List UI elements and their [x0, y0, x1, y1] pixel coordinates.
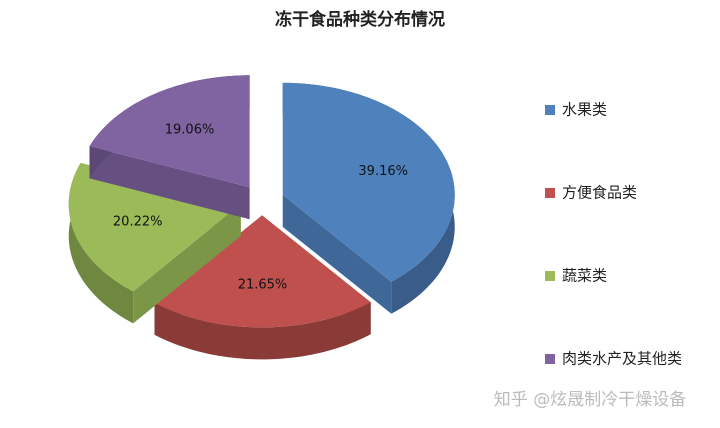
chart-title: 冻干食品种类分布情况: [275, 9, 445, 30]
data-label: 20.22%: [113, 214, 163, 229]
legend-label: 蔬菜类: [562, 267, 607, 285]
slice: [154, 215, 371, 360]
legend-swatch: [545, 105, 555, 115]
legend-label: 水果类: [562, 101, 607, 119]
slice: [282, 82, 455, 314]
slice-wall: [282, 194, 392, 314]
slice-top: [282, 82, 455, 282]
slice-rim: [154, 302, 371, 360]
data-label: 39.16%: [358, 164, 408, 179]
legend-swatch: [545, 271, 555, 281]
slice-wall: [89, 146, 250, 220]
data-label: 21.65%: [238, 277, 288, 292]
slice-rim: [68, 163, 134, 324]
slice: [89, 75, 250, 220]
watermark: 知乎 @炫晟制冷干燥设备: [494, 390, 686, 410]
slice-top: [89, 75, 250, 188]
data-label: 19.06%: [165, 122, 215, 137]
slice-top: [154, 215, 371, 328]
legend-label: 肉类水产及其他类: [562, 350, 682, 368]
legend-swatch: [545, 188, 555, 198]
legend-label: 方便食品类: [562, 184, 637, 202]
legend-swatch: [545, 354, 555, 364]
slice-wall: [133, 203, 241, 324]
